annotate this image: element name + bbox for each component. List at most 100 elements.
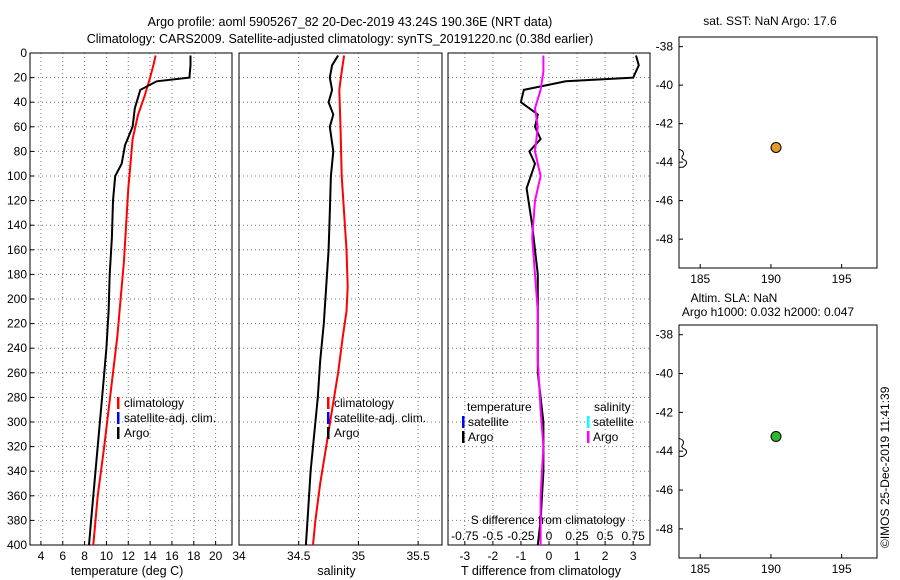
y-tick-label: 60 <box>14 120 28 134</box>
x2-tick-label: -0.75 <box>451 529 479 543</box>
x-tick-label: 14 <box>143 549 157 563</box>
legend-swatch <box>587 416 590 428</box>
y-tick-label: 100 <box>7 169 27 183</box>
series-line-climatology <box>92 55 157 546</box>
legend-swatch <box>117 412 120 424</box>
x-tick-label: 34 <box>232 549 246 563</box>
y-tick-label: -42 <box>656 117 674 131</box>
y-tick-label: 340 <box>7 464 27 478</box>
y-tick-label: 40 <box>14 95 28 109</box>
axes-frame <box>678 324 878 559</box>
x-tick-label: 2 <box>602 549 609 563</box>
legend-swatch <box>327 427 330 439</box>
x-tick-label: 0 <box>546 549 553 563</box>
title-line-2: Climatology: CARS2009. Satellite-adjuste… <box>87 32 594 46</box>
y-tick-label: -48 <box>656 522 674 536</box>
map-subtitle: Argo h1000: 0.032 h2000: 0.047 <box>682 305 854 319</box>
salinity-panel: 34 34.5 35 35.5 salinity climatologysatellite… <box>232 52 443 578</box>
y-tick-label: 260 <box>7 366 27 380</box>
x-axis-label: salinity <box>317 564 356 578</box>
y-tick-label: 200 <box>7 292 27 306</box>
series-line-argo <box>88 55 192 546</box>
x-tick-label: 190 <box>761 272 781 286</box>
x-tick-label: -3 <box>459 549 470 563</box>
y-tick-label: -40 <box>656 367 674 381</box>
x2-tick-label: -0.25 <box>507 529 535 543</box>
legend-label: Argo <box>468 430 494 444</box>
series-line-argo <box>304 54 339 546</box>
x-tick-label: 6 <box>59 549 66 563</box>
x-tick-label: 4 <box>38 549 45 563</box>
legend-label: Argo <box>124 426 150 440</box>
y-tick-label: 280 <box>7 390 27 404</box>
y-tick-label: -44 <box>656 155 674 169</box>
argo-position-marker <box>770 430 782 442</box>
x2-axis-label: S difference from climatology <box>471 513 626 527</box>
map-title: sat. SST: NaN Argo: 17.6 <box>703 14 837 28</box>
x-tick-label: 195 <box>832 272 852 286</box>
legend-swatch <box>462 431 465 443</box>
x-axis-label: temperature (deg C) <box>71 564 184 578</box>
y-tick-label: -44 <box>656 444 674 458</box>
sla-map-panel: 185 190 195 -38 -40 -42 -44 -46 -48 Altim. SLA: N… <box>656 291 878 576</box>
y-tick-label: 360 <box>7 489 27 503</box>
legend-swatch <box>587 431 590 443</box>
x-tick-label: 185 <box>690 562 710 576</box>
difference-panel: -3 -2 -1 0 1 2 3 -0.75 -0.5 -0.25 0 0.25 0.5 0.75 S di… <box>447 52 651 578</box>
coastline <box>678 148 688 168</box>
legend-label: satellite-adj. clim. <box>334 411 426 425</box>
y-tick-label: 400 <box>7 538 27 552</box>
y-tick-label: 240 <box>7 341 27 355</box>
x-tick-label: 8 <box>81 549 88 563</box>
x-tick-label: 195 <box>832 562 852 576</box>
y-tick-label: -38 <box>656 328 674 342</box>
x-tick-label: -1 <box>516 549 527 563</box>
legend-swatch <box>462 416 465 428</box>
legend-title-salinity: salinity <box>594 400 631 414</box>
y-tick-label: 320 <box>7 440 27 454</box>
y-tick-label: 0 <box>20 46 27 60</box>
sst-map-panel: 185 190 195 -38 -40 -42 -44 -46 -48 sat. SST: NaN… <box>656 14 878 286</box>
y-tick-label: -40 <box>656 78 674 92</box>
x-tick-label: -2 <box>488 549 499 563</box>
coastline <box>678 437 688 457</box>
y-tick-label: 380 <box>7 513 27 527</box>
y-tick-label: -48 <box>656 232 674 246</box>
legend-swatch <box>117 427 120 439</box>
series-line-s-argo <box>531 55 545 545</box>
legend-label: Argo <box>334 426 360 440</box>
y-tick-label: 220 <box>7 317 27 331</box>
y-tick-label: 80 <box>14 144 28 158</box>
legend-label: satellite-adj. clim. <box>124 411 216 425</box>
argo-position-marker <box>770 141 782 153</box>
y-tick-label: -42 <box>656 405 674 419</box>
x2-tick-label: 0.5 <box>597 529 614 543</box>
series-line-climatology <box>312 55 349 546</box>
x-tick-label: 18 <box>187 549 201 563</box>
x-tick-label: 10 <box>100 549 114 563</box>
legend-swatch <box>117 397 120 409</box>
legend-title-temperature: temperature <box>467 400 532 414</box>
x2-tick-label: -0.5 <box>483 529 504 543</box>
series-line-t-argo <box>519 55 640 546</box>
legend-label: climatology <box>334 396 394 410</box>
x-axis-label: T difference from climatology <box>461 564 622 578</box>
x-tick-label: 1 <box>574 549 581 563</box>
y-tick-label: 300 <box>7 415 27 429</box>
y-tick-label: 160 <box>7 243 27 257</box>
legend-swatch <box>327 397 330 409</box>
y-tick-label: 120 <box>7 194 27 208</box>
x-tick-label: 35 <box>352 549 366 563</box>
imos-timestamp: ©IMOS 25-Dec-2019 11:41:39 <box>878 386 892 548</box>
legend-label: satellite <box>468 415 509 429</box>
y-tick-label: -38 <box>656 40 674 54</box>
x-tick-label: 12 <box>122 549 136 563</box>
x-tick-label: 16 <box>165 549 179 563</box>
y-tick-label: -46 <box>656 483 674 497</box>
legend-label: satellite <box>593 415 634 429</box>
axes-frame <box>678 36 878 269</box>
x2-tick-label: 0.75 <box>621 529 645 543</box>
axes-frame <box>238 52 443 546</box>
x-tick-label: 3 <box>630 549 637 563</box>
